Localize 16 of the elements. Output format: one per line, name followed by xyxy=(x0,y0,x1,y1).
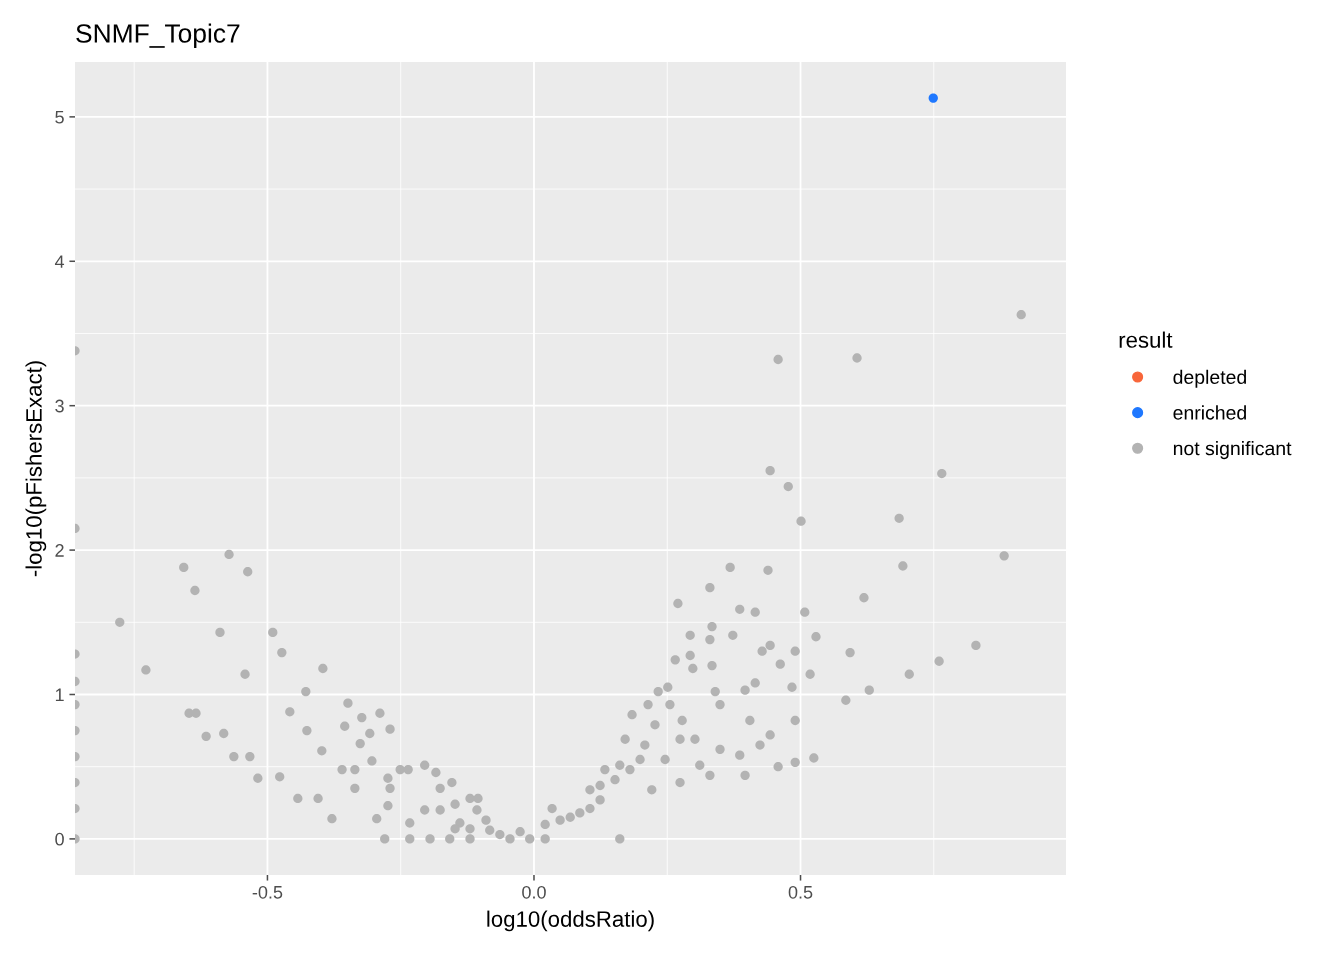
legend-label: enriched xyxy=(1173,405,1246,420)
x-tick-label: 0.0 xyxy=(522,885,546,899)
legend-label: depleted xyxy=(1173,369,1246,388)
legend-title: result xyxy=(1119,331,1173,348)
y-tick-label: 3 xyxy=(55,399,64,413)
x-axis-title: log10(oddsRatio) xyxy=(487,910,654,932)
y-tick-label: 1 xyxy=(55,688,64,702)
y-tick-label: 5 xyxy=(55,110,64,124)
y-tick-label: 2 xyxy=(55,544,64,557)
x-tick-label: 0.5 xyxy=(788,885,813,899)
x-tick-label: -0.5 xyxy=(252,885,283,899)
y-axis-title: -log10(pFishersExact) xyxy=(25,361,47,577)
y-tick-label: 4 xyxy=(54,255,65,268)
y-tick-label: 0 xyxy=(55,832,64,846)
legend-label: not significant xyxy=(1173,441,1292,460)
chart-title: SNMF_Topic7 xyxy=(76,23,240,49)
